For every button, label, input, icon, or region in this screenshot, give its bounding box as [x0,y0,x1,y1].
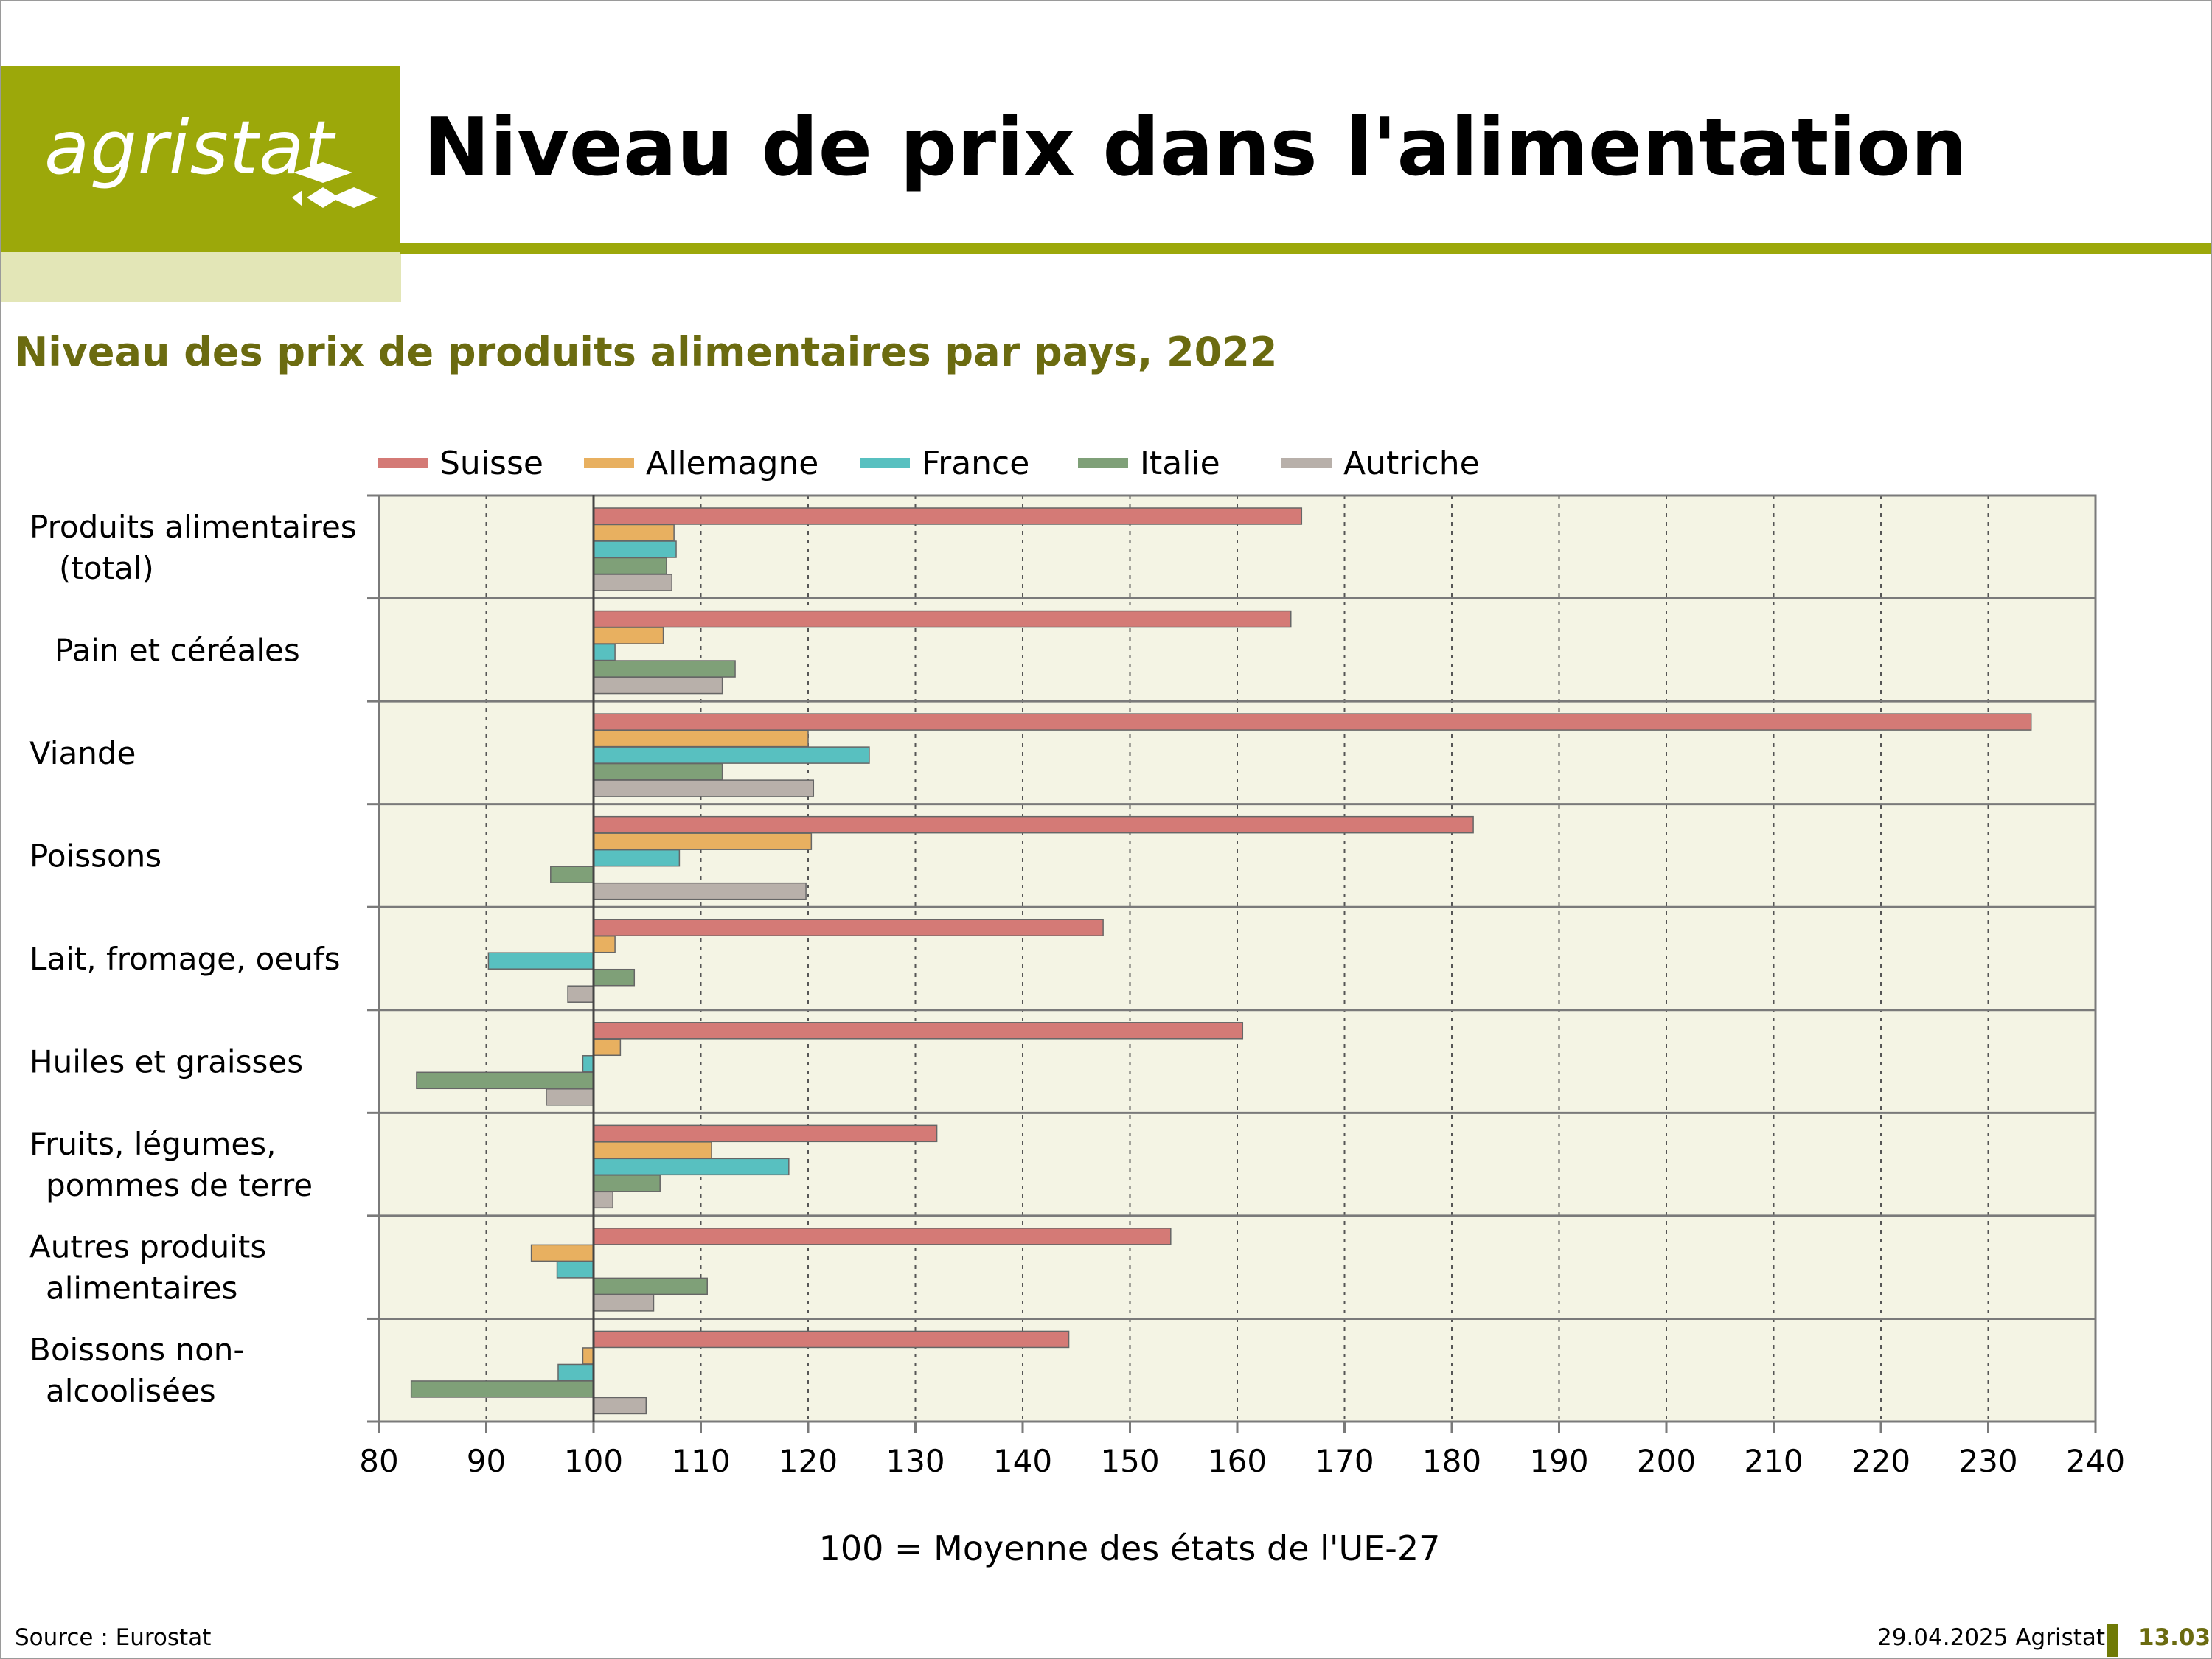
bar-suisse-4 [593,919,1104,936]
bar-allemagne-0 [593,524,675,542]
legend-label-allemagne: Allemagne [646,445,818,482]
bar-italie-5 [416,1071,594,1090]
bar-allemagne-7 [530,1244,594,1262]
legend-label-france: France [922,445,1029,482]
logo-box [1,66,400,252]
bar-france-0 [593,540,677,558]
x-axis-label: 100 = Moyenne des états de l'UE-27 [819,1528,1441,1568]
bar-france-1 [593,643,616,661]
category-label: Viande [29,735,136,771]
category-label: Autres produits [29,1229,266,1265]
category-label: Produits alimentaires [29,509,357,545]
bar-italie-1 [593,660,736,678]
bar-italie-0 [593,557,667,575]
bar-autriche-3 [593,882,807,900]
bar-suisse-0 [593,507,1303,525]
legend-label-suisse: Suisse [439,445,543,482]
bar-autriche-7 [593,1294,655,1312]
bar-suisse-3 [593,815,1474,834]
bar-france-5 [582,1055,594,1073]
category-label: Fruits, légumes, [29,1126,276,1162]
bar-suisse-5 [593,1022,1244,1040]
bar-italie-8 [410,1380,594,1398]
legend-swatch-allemagne [584,458,634,468]
category-label: Pain et céréales [55,632,300,668]
x-tick-label: 80 [359,1443,398,1479]
category-label: Poissons [29,838,161,874]
bar-autriche-8 [593,1397,647,1415]
legend-label-italie: Italie [1140,445,1220,482]
legend-swatch-autriche [1281,458,1332,468]
chart-title: Niveau des prix de produits alimentaires… [15,329,1278,375]
x-tick-label: 240 [2066,1443,2125,1479]
header-rule [400,243,2211,254]
footer-source: Source : Eurostat [15,1624,212,1651]
legend-swatch-suisse [378,458,428,468]
bar-france-6 [593,1158,790,1176]
bar-allemagne-3 [593,832,813,850]
bar-france-2 [593,746,870,764]
legend-label-autriche: Autriche [1343,445,1480,482]
category-label: alcoolisées [46,1373,216,1409]
x-tick-label: 180 [1422,1443,1481,1479]
bar-autriche-5 [546,1088,594,1106]
price-level-chart: 80 90 100 110 120 130 140 150 160 170 180 190 200 210… [29,445,2125,1568]
bar-suisse-8 [593,1330,1070,1349]
footer-date: 29.04.2025 Agristat [1877,1624,2106,1651]
bar-suisse-2 [593,713,2032,731]
bar-autriche-1 [593,676,723,695]
bar-italie-2 [593,762,723,781]
bar-france-7 [556,1261,594,1279]
x-tick-label: 190 [1529,1443,1588,1479]
x-tick-label: 140 [993,1443,1052,1479]
bar-suisse-1 [593,610,1292,628]
bar-italie-7 [593,1277,708,1295]
category-label: Boissons non- [29,1332,245,1368]
bar-allemagne-1 [593,627,664,644]
bar-autriche-2 [593,779,815,797]
x-tick-label: 150 [1100,1443,1159,1479]
legend-swatch-france [860,458,910,468]
x-tick-label: 230 [1958,1443,2017,1479]
x-tick-label: 110 [671,1443,730,1479]
logo-text: agristat [44,105,335,191]
x-tick-label: 160 [1208,1443,1267,1479]
bar-suisse-7 [593,1228,1172,1245]
bar-allemagne-4 [593,935,616,953]
page-number: 13.03 [2138,1624,2211,1651]
bar-allemagne-2 [593,729,809,748]
bar-italie-3 [550,866,594,883]
page-title: Niveau de prix dans l'alimentation [423,102,1968,194]
logo-underlay [1,252,401,302]
bar-allemagne-5 [593,1038,622,1057]
footer-divider [2107,1624,2118,1657]
category-label: pommes de terre [46,1167,313,1203]
legend-swatch-italie [1078,458,1128,468]
bar-france-8 [557,1363,594,1382]
category-label: alimentaires [46,1270,237,1307]
category-label: (total) [59,550,154,586]
bar-autriche-4 [567,985,594,1003]
category-label: Huiles et graisses [29,1044,303,1080]
bar-france-4 [487,952,594,970]
x-tick-label: 120 [779,1443,838,1479]
bar-france-3 [593,849,681,867]
bar-autriche-0 [593,574,672,591]
x-tick-label: 170 [1315,1443,1374,1479]
x-tick-label: 220 [1851,1443,1910,1479]
bar-allemagne-8 [582,1347,594,1365]
agristat-diamond-icon [292,162,378,208]
bar-italie-4 [593,968,636,987]
x-tick-label: 210 [1744,1443,1803,1479]
x-tick-label: 130 [886,1443,945,1479]
x-tick-label: 90 [467,1443,506,1479]
bar-italie-6 [593,1175,661,1192]
bar-autriche-6 [593,1191,613,1209]
x-tick-label: 100 [564,1443,623,1479]
bar-suisse-6 [593,1124,938,1143]
bar-allemagne-6 [593,1141,712,1159]
category-label: Lait, fromage, oeufs [29,941,340,977]
x-tick-label: 200 [1637,1443,1696,1479]
